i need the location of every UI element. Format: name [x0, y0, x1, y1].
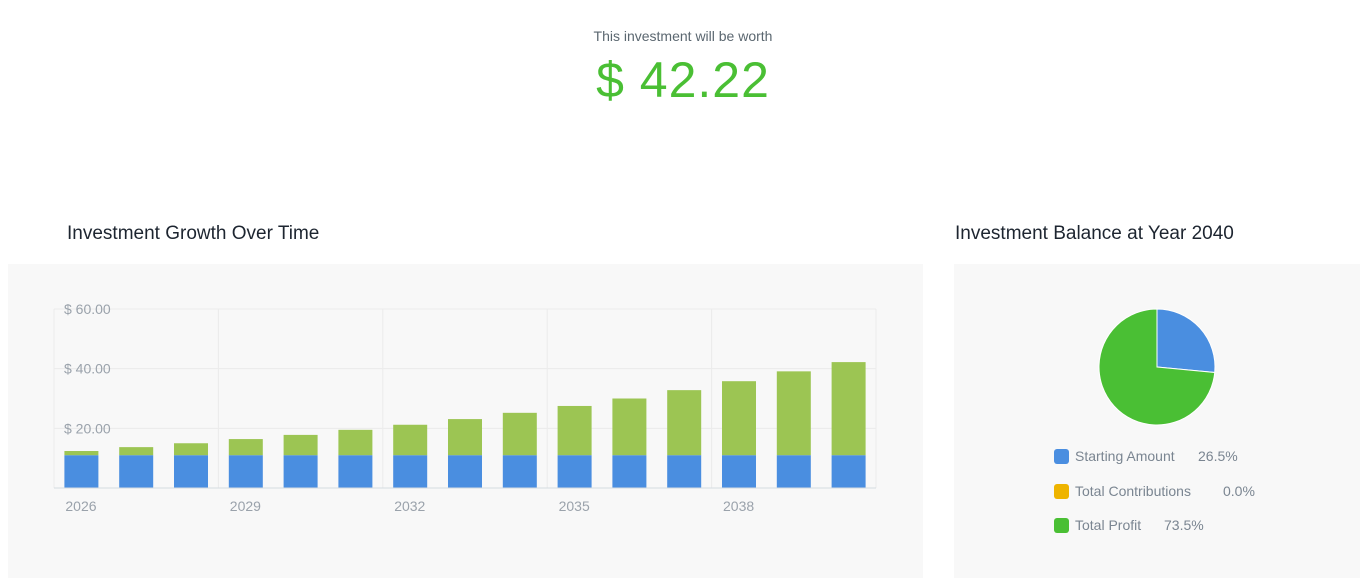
- balance-chart-panel: [954, 264, 1360, 578]
- bar-starting-segment: [557, 455, 592, 488]
- legend-swatch: [1054, 518, 1069, 533]
- result-subtitle: This investment will be worth: [593, 28, 773, 44]
- bar-starting-segment: [502, 455, 537, 488]
- balance-pie-chart: [1098, 308, 1216, 426]
- bar-starting-segment: [174, 455, 208, 488]
- bar-profit-segment: [831, 362, 866, 456]
- legend-swatch: [1054, 483, 1069, 499]
- bar-starting-segment: [776, 455, 811, 488]
- balance-chart-title: Investment Balance at Year 2040: [955, 223, 1234, 244]
- bar-profit-segment: [174, 443, 208, 456]
- bar-starting-segment: [119, 455, 154, 488]
- y-tick-label: $ 40.00: [64, 361, 111, 377]
- x-tick-label: 2038: [723, 498, 754, 514]
- x-tick-label: 2026: [65, 498, 96, 514]
- growth-chart-title: Investment Growth Over Time: [67, 223, 320, 244]
- bar-profit-segment: [502, 412, 537, 456]
- bar-starting-segment: [64, 455, 99, 488]
- legend-label: Total Profit: [1075, 517, 1142, 533]
- bar-profit-segment: [228, 439, 263, 456]
- bar-starting-segment: [831, 455, 866, 488]
- bar-profit-segment: [393, 424, 428, 456]
- y-tick-label: $ 20.00: [64, 420, 111, 436]
- x-tick-label: 2035: [559, 498, 590, 514]
- bar-starting-segment: [448, 455, 482, 488]
- growth-chart-panel: $ 20.00 $ 40.00 $ 60.00 2026 2029 2032 2035 203…: [8, 264, 923, 578]
- bar-profit-segment: [557, 405, 592, 456]
- result-value: $ 42.22: [596, 52, 770, 108]
- pie-slice-total-profit: [1098, 308, 1216, 426]
- legend-percent: 73.5%: [1164, 517, 1204, 533]
- bar-starting-segment: [393, 455, 428, 488]
- bar-profit-segment: [283, 434, 318, 456]
- x-tick-label: 2029: [230, 498, 261, 514]
- bar-starting-segment: [228, 455, 263, 488]
- legend-swatch: [1054, 449, 1069, 464]
- bar-starting-segment: [722, 455, 756, 488]
- result-header: This investment will be worth $ 42.22: [0, 27, 1366, 109]
- growth-bar-chart: $ 20.00 $ 40.00 $ 60.00 2026 2029 2032 2035 203…: [53, 301, 877, 514]
- x-tick-label: 2032: [394, 498, 425, 514]
- bar-starting-segment: [338, 455, 373, 488]
- bar-starting-segment: [667, 455, 702, 488]
- bar-profit-segment: [776, 371, 811, 456]
- legend-percent: 0.0%: [1223, 482, 1255, 499]
- legend-label: Starting Amount: [1075, 448, 1175, 464]
- bar-profit-segment: [64, 451, 99, 456]
- bar-profit-segment: [612, 398, 647, 456]
- y-tick-label: $ 60.00: [64, 301, 111, 317]
- bar-starting-segment: [612, 455, 647, 488]
- bar-profit-segment: [338, 429, 373, 456]
- bar-profit-segment: [667, 390, 702, 456]
- legend-percent: 26.5%: [1198, 448, 1238, 464]
- legend-label: Total Contributions: [1075, 482, 1191, 499]
- pie-slice-starting-amount: [1156, 308, 1216, 374]
- bar-profit-segment: [722, 381, 756, 456]
- bar-starting-segment: [283, 455, 318, 488]
- bar-profit-segment: [119, 447, 154, 456]
- bar-profit-segment: [448, 419, 482, 456]
